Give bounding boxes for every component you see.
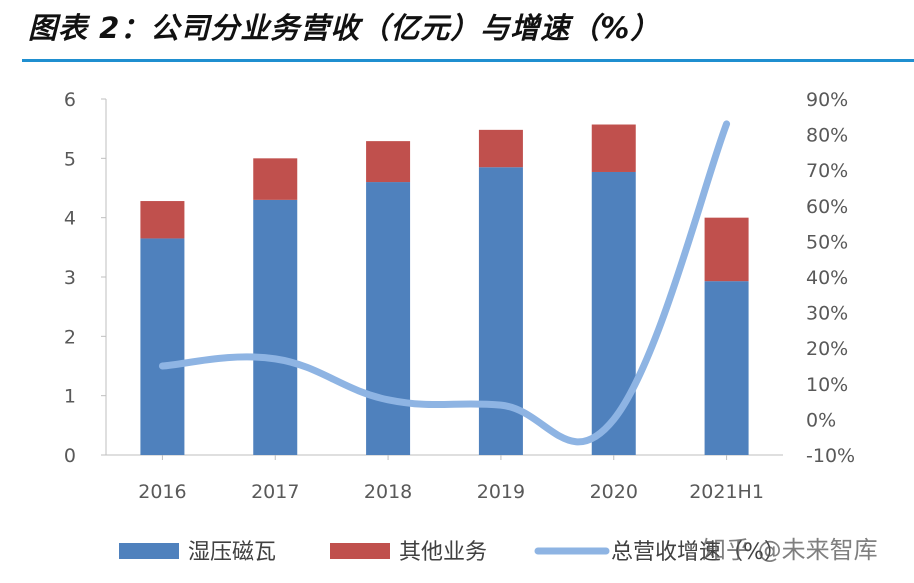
right-tick-label: 0%: [806, 409, 836, 431]
bar-other-business: [704, 217, 749, 282]
left-tick-label: 6: [64, 89, 76, 111]
x-tick-label: 2021H1: [689, 481, 764, 503]
right-tick-label: 80%: [806, 125, 848, 147]
x-tick-label: 2019: [477, 481, 525, 503]
bar-wet-pressed-magnet: [366, 182, 411, 456]
legend-label-other-business: 其他业务: [399, 540, 487, 565]
growth-rate-point: [387, 399, 389, 401]
watermark: 知乎 @未来智库: [702, 536, 878, 564]
right-tick-label: 40%: [806, 267, 848, 289]
right-tick-label: 70%: [806, 160, 848, 182]
bar-other-business: [478, 129, 523, 168]
growth-rate-point: [500, 404, 502, 406]
x-tick-label: 2018: [364, 481, 412, 503]
bar-other-business: [591, 124, 636, 172]
right-tick-label: 10%: [806, 374, 848, 396]
growth-rate-line: [158, 120, 731, 446]
legend-swatch-wet-pressed-magnet: [119, 543, 179, 559]
bar-other-business: [140, 201, 185, 239]
title-divider: [22, 59, 914, 62]
bar-wet-pressed-magnet: [704, 281, 749, 455]
left-tick-label: 4: [64, 208, 76, 230]
growth-rate-point: [726, 123, 728, 125]
x-tick-label: 2017: [251, 481, 299, 503]
legend-label-growth-rate: 总营收增速（%）: [611, 540, 786, 565]
growth-rate-point: [613, 418, 615, 420]
right-tick-label: -10%: [806, 445, 855, 467]
bar-wet-pressed-magnet: [140, 238, 185, 455]
left-tick-label: 1: [64, 386, 76, 408]
growth-rate-point: [161, 365, 163, 367]
left-tick-label: 2: [64, 326, 76, 348]
bar-other-business: [253, 158, 298, 200]
chart-title: 图表 2：公司分业务营收（亿元）与增速（%）: [28, 11, 661, 45]
x-tick-label: 2020: [590, 481, 638, 503]
legend-swatch-other-business: [330, 543, 390, 559]
x-tick-label: 2016: [138, 481, 186, 503]
right-tick-label: 20%: [806, 338, 848, 360]
growth-rate-point: [274, 358, 276, 360]
left-tick-label: 3: [64, 267, 76, 289]
bar-other-business: [366, 141, 411, 183]
bar-wet-pressed-magnet: [591, 171, 636, 456]
left-tick-label: 0: [64, 445, 76, 467]
right-tick-label: 30%: [806, 303, 848, 325]
left-tick-label: 5: [64, 148, 76, 170]
right-tick-label: 90%: [806, 89, 848, 111]
bar-wet-pressed-magnet: [253, 199, 298, 455]
legend-label-wet-pressed-magnet: 湿压磁瓦: [188, 540, 276, 565]
right-tick-label: 50%: [806, 231, 848, 253]
right-tick-label: 60%: [806, 196, 848, 218]
